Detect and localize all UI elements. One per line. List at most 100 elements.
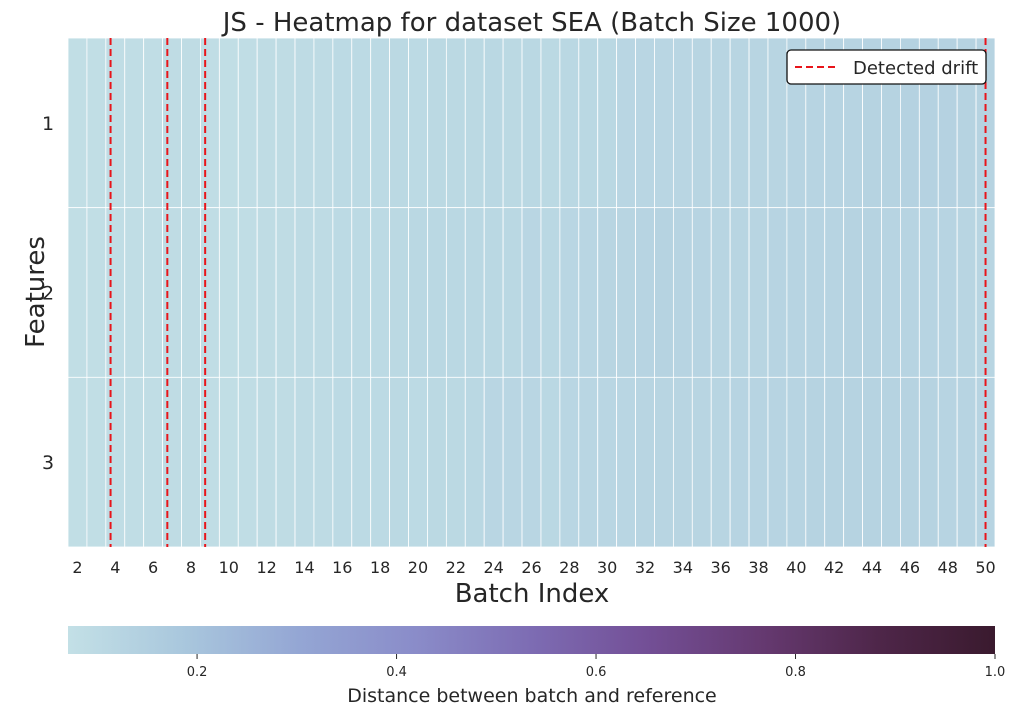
heatmap-cell [635, 37, 655, 209]
heatmap-cell [521, 207, 542, 378]
heatmap-cell [143, 37, 163, 209]
heatmap-cell [313, 37, 334, 209]
y-tick-label: 2 [42, 283, 54, 305]
colorbar-tick-label: 0.8 [785, 665, 806, 680]
heatmap-cell [824, 207, 845, 378]
heatmap-cell [672, 376, 693, 548]
heatmap-cell [237, 37, 258, 209]
heatmap-cell [862, 376, 882, 548]
heatmap-cell [370, 376, 391, 548]
x-tick-label: 28 [559, 558, 579, 577]
heatmap-cell [256, 376, 277, 548]
heatmap-cell [937, 207, 958, 378]
heatmap-cell [748, 37, 769, 209]
colorbar: 0.2 0.4 0.6 0.8 1.0 Distance between batch a… [68, 626, 1005, 707]
y-tick-label: 3 [42, 452, 54, 474]
heatmap-cell [729, 207, 750, 378]
x-tick-label: 38 [748, 558, 768, 577]
colorbar-tick-label: 0.2 [187, 665, 208, 680]
heatmap-cell [427, 207, 447, 378]
heatmap-cell [370, 37, 391, 209]
heatmap-cell [181, 207, 201, 378]
heatmap-cell [616, 37, 636, 209]
colorbar-tick-label: 0.6 [586, 665, 607, 680]
legend-box [786, 49, 987, 85]
heatmap-cell [540, 376, 561, 548]
x-tick-label: 30 [597, 558, 617, 577]
heatmap-cell [464, 37, 485, 209]
heatmap-cell [464, 207, 485, 378]
heatmap-cell [786, 376, 807, 548]
heatmap-cell [237, 376, 258, 548]
heatmap-cell [483, 376, 504, 548]
x-tick-label: 44 [862, 558, 882, 577]
heatmap-cell [275, 37, 296, 209]
x-tick-label: 40 [786, 558, 806, 577]
x-tick-label: 22 [446, 558, 466, 577]
heatmap-cell [691, 376, 712, 548]
heatmap-cell [445, 376, 466, 548]
heatmap-cell [635, 376, 655, 548]
x-tick-label: 16 [332, 558, 352, 577]
colorbar-gradient [68, 626, 995, 654]
heatmap-cell [729, 37, 750, 209]
heatmap-cell [124, 376, 145, 548]
heatmap-cell [332, 376, 353, 548]
x-tick-label: 20 [408, 558, 428, 577]
colorbar-ticks: 0.2 0.4 0.6 0.8 1.0 [187, 654, 1005, 680]
heatmap-cell [805, 207, 826, 378]
heatmap-cell [256, 207, 277, 378]
heatmap-cell [86, 207, 107, 378]
heatmap-cell [389, 376, 409, 548]
heatmap-cell [502, 376, 523, 548]
heatmap-cell [200, 207, 220, 378]
x-tick-label: 36 [711, 558, 731, 577]
heatmap-cell [445, 37, 466, 209]
heatmap-cell [124, 207, 145, 378]
heatmap-cell [805, 376, 826, 548]
heatmap-cell [521, 37, 542, 209]
heatmap-cell [294, 37, 315, 209]
heatmap-cell [918, 376, 939, 548]
heatmap-cell [843, 207, 863, 378]
heatmap-cell [502, 37, 523, 209]
heatmap-cell [767, 37, 788, 209]
heatmap-cell [218, 207, 239, 378]
heatmap-cell [445, 207, 466, 378]
heatmap-cell [559, 376, 580, 548]
heatmap-cell [162, 376, 182, 548]
heatmap-cell [540, 207, 561, 378]
legend-label: Detected drift [853, 58, 978, 79]
heatmap-cell [275, 207, 296, 378]
heatmap-cell [162, 37, 182, 209]
heatmap-cell [616, 376, 636, 548]
heatmap-cell [237, 207, 258, 378]
heatmap-cell [294, 376, 315, 548]
x-tick-label: 46 [900, 558, 920, 577]
heatmap-cell [427, 37, 447, 209]
x-tick-label: 2 [72, 558, 82, 577]
y-tick-labels: 1 2 3 [42, 113, 54, 474]
heatmap-cell [143, 207, 163, 378]
heatmap-cell [408, 376, 428, 548]
heatmap-cell [200, 37, 220, 209]
heatmap-cell [767, 207, 788, 378]
heatmap-cell [332, 37, 353, 209]
x-tick-label: 8 [186, 558, 196, 577]
drift-lines [109, 38, 987, 547]
heatmap-cell [691, 207, 712, 378]
heatmap-cell [672, 207, 693, 378]
heatmap-cell [881, 207, 901, 378]
x-tick-label: 32 [635, 558, 655, 577]
y-tick-label: 1 [42, 113, 54, 135]
x-axis-label: Batch Index [455, 579, 610, 609]
heatmap-cell [313, 207, 334, 378]
heatmap-cell [86, 37, 107, 209]
heatmap-cell [654, 376, 674, 548]
x-tick-label: 34 [673, 558, 693, 577]
x-tick-label: 18 [370, 558, 390, 577]
heatmap-cell [502, 207, 523, 378]
heatmap-cell [464, 376, 485, 548]
